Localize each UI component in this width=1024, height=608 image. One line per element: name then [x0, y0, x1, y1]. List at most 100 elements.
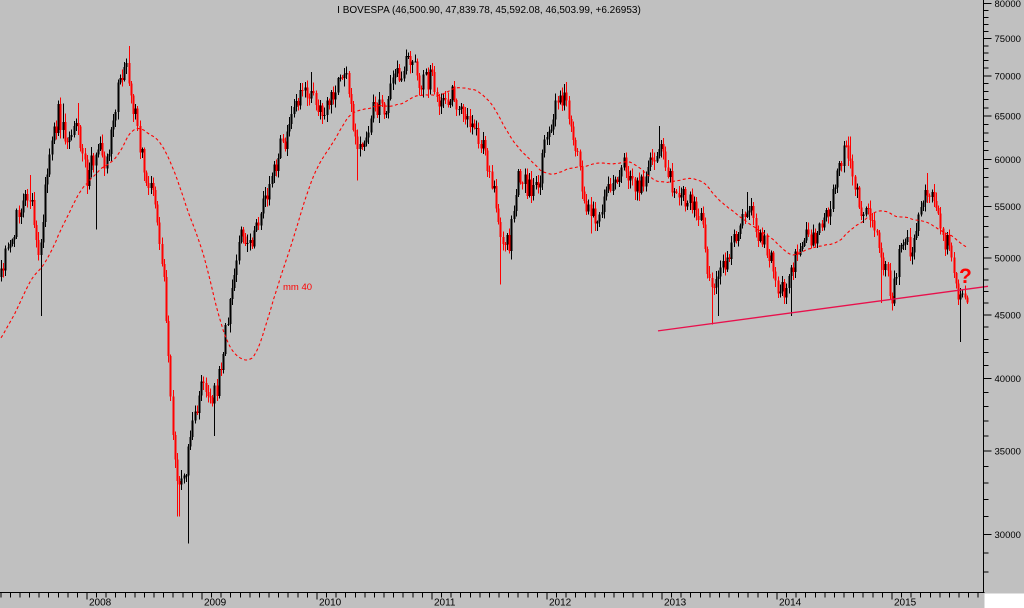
- candle-body: [638, 180, 641, 193]
- candle-body: [805, 229, 808, 241]
- candle-body: [829, 208, 832, 217]
- candle-body: [442, 97, 445, 101]
- candle-body: [867, 208, 870, 210]
- candle-body: [814, 232, 817, 244]
- candle-body: [686, 203, 689, 207]
- candle-body: [750, 205, 753, 211]
- y-axis-tick-label: 60000: [995, 155, 1021, 166]
- candle-body: [275, 164, 278, 172]
- candle-body: [955, 272, 958, 284]
- candle-body: [453, 86, 456, 101]
- candle-body: [783, 282, 786, 298]
- candle-body: [88, 169, 91, 186]
- candle-body: [372, 102, 375, 119]
- candle-body: [942, 228, 945, 235]
- candle-body: [878, 232, 881, 248]
- candle-body: [198, 395, 201, 414]
- candle-body: [172, 396, 175, 436]
- candle-body: [315, 93, 318, 105]
- ma-label: mm 40: [283, 282, 312, 293]
- candle-body: [216, 385, 219, 396]
- candle-body: [911, 252, 914, 257]
- candle-body: [101, 143, 104, 156]
- candle-body: [741, 214, 744, 226]
- candle-body: [761, 232, 764, 245]
- candle-body: [361, 144, 364, 147]
- candle-body: [13, 236, 16, 240]
- support-trendline[interactable]: [657, 285, 989, 332]
- candle-body: [139, 125, 142, 153]
- candle-body: [680, 195, 683, 198]
- candle-body: [334, 92, 337, 100]
- candle-body: [90, 155, 93, 170]
- candle-body: [249, 239, 252, 243]
- candle-body: [950, 245, 953, 258]
- candle-body: [860, 207, 863, 217]
- candle-body: [200, 381, 203, 396]
- moving-average-line: [0, 87, 968, 361]
- candle-body: [623, 157, 626, 168]
- candle-body: [183, 475, 186, 479]
- candle-body: [931, 191, 934, 198]
- candle-body: [449, 101, 452, 106]
- candle-body: [218, 368, 221, 396]
- candle-body: [398, 67, 401, 81]
- candle-body: [103, 155, 106, 169]
- candle-body: [695, 201, 698, 217]
- candle-body: [697, 216, 700, 220]
- candle-body: [213, 385, 216, 404]
- candle-body: [528, 179, 531, 196]
- candle-body: [185, 475, 188, 477]
- candle-body: [288, 124, 291, 132]
- candle-body: [788, 276, 791, 289]
- candle-body: [444, 97, 447, 100]
- trendline[interactable]: [657, 285, 989, 332]
- candle-body: [546, 136, 549, 140]
- candle-body: [396, 67, 399, 74]
- candle-body: [86, 159, 89, 186]
- candle-body: [174, 435, 177, 460]
- candle-body: [246, 242, 249, 245]
- candle-body: [838, 162, 841, 171]
- candle-body: [895, 276, 898, 279]
- candle-body: [262, 198, 265, 214]
- candle-body: [625, 157, 628, 172]
- candle-body: [913, 238, 916, 253]
- candle-body: [660, 143, 663, 149]
- candle-body: [308, 97, 311, 99]
- candle-body: [812, 232, 815, 246]
- candle-body: [629, 176, 632, 181]
- candle-body: [779, 291, 782, 294]
- question-mark-annotation[interactable]: ?: [959, 265, 972, 288]
- candle-body: [693, 201, 696, 210]
- candle-body: [79, 126, 82, 149]
- candle-body: [862, 214, 865, 217]
- candle-body: [497, 208, 500, 222]
- candle-body: [29, 200, 32, 202]
- candle-body: [460, 106, 463, 110]
- candle-body: [222, 353, 225, 370]
- candle-body: [194, 411, 197, 421]
- candle-body: [257, 222, 260, 226]
- candle-body: [834, 187, 837, 189]
- candle-body: [715, 278, 718, 288]
- candle-body: [176, 459, 179, 481]
- y-axis-tick-label: 75000: [995, 34, 1021, 45]
- candle-body: [433, 71, 436, 93]
- candle-body: [550, 129, 553, 132]
- candle-body: [937, 207, 940, 214]
- candle-body: [152, 183, 155, 190]
- candle-body: [150, 183, 153, 188]
- candle-body: [310, 91, 313, 99]
- candle-body: [367, 132, 370, 138]
- candle-body: [840, 162, 843, 167]
- candle-body: [594, 208, 597, 224]
- candle-body: [286, 131, 289, 149]
- candle-body: [506, 235, 509, 245]
- candle-body: [451, 86, 454, 102]
- candle-body: [189, 436, 192, 447]
- candle-body: [339, 77, 342, 79]
